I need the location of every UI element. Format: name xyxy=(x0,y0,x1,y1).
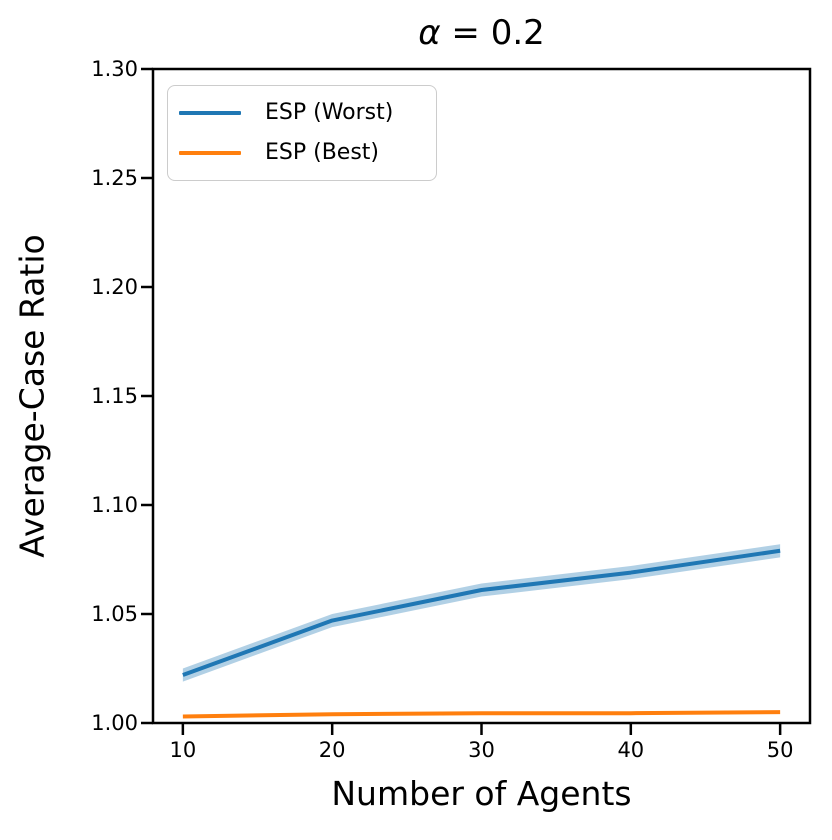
y-tick-label-1.10: 1.10 xyxy=(91,493,138,517)
y-tick-label-1.15: 1.15 xyxy=(91,384,138,408)
legend-label-esp-best: ESP (Best) xyxy=(265,140,380,165)
y-axis-label: Average-Case Ratio xyxy=(12,234,52,558)
x-tick-label-20: 20 xyxy=(318,738,346,762)
y-tick-label-1.30: 1.30 xyxy=(91,57,138,81)
legend: ESP (Worst) ESP (Best) xyxy=(167,85,437,181)
esp-worst-line-swatch xyxy=(179,110,241,116)
legend-item-esp-worst: ESP (Worst) xyxy=(168,100,436,126)
x-tick-label-30: 30 xyxy=(468,738,495,762)
confidence-band-series-0 xyxy=(182,544,781,682)
chart-title: α = 0.2 xyxy=(153,12,810,54)
esp-best-line-swatch xyxy=(179,150,241,156)
y-tick-label-1.00: 1.00 xyxy=(91,711,138,735)
legend-item-esp-best: ESP (Best) xyxy=(168,140,436,166)
x-tick-label-10: 10 xyxy=(169,738,197,762)
x-tick-label-40: 40 xyxy=(617,738,645,762)
title-value-text: = 0.2 xyxy=(440,13,545,53)
x-tick-label-50: 50 xyxy=(766,738,794,762)
y-tick-label-1.20: 1.20 xyxy=(91,275,138,299)
x-axis-label: Number of Agents xyxy=(331,774,632,813)
series-line-0 xyxy=(182,548,781,677)
title-alpha-symbol: α xyxy=(418,13,441,53)
series-line-1 xyxy=(182,710,781,719)
legend-label-esp-worst: ESP (Worst) xyxy=(265,100,394,125)
y-tick-label-1.25: 1.25 xyxy=(91,166,138,190)
y-tick-label-1.05: 1.05 xyxy=(91,602,138,626)
